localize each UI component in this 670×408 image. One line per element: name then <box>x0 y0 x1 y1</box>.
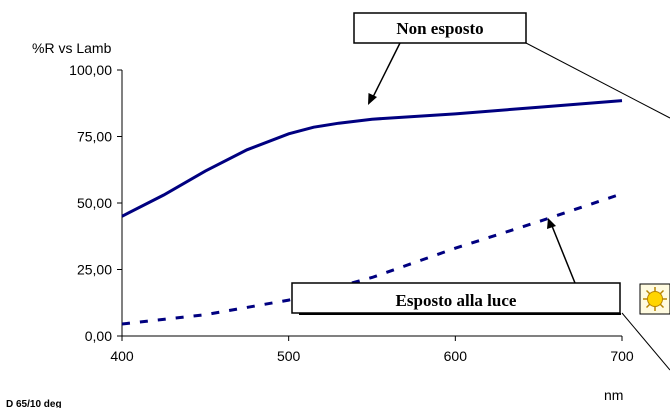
callout-arrowhead-non-esposto <box>368 93 377 105</box>
x-axis-title: nm <box>604 387 623 403</box>
callout-box-non-esposto <box>353 12 527 44</box>
callout-arrowhead-esposto <box>547 218 556 229</box>
callout-box-esposto <box>291 282 621 314</box>
y-tick-label: 50,00 <box>77 195 112 211</box>
x-tick-label: 600 <box>444 348 468 364</box>
callout-arrow-non-esposto <box>371 42 401 100</box>
x-tick-label: 700 <box>610 348 634 364</box>
y-tick-label: 0,00 <box>85 328 112 344</box>
y-tick-label: 100,00 <box>69 62 112 78</box>
axis-ticks <box>117 69 623 341</box>
sun-icon <box>639 283 670 315</box>
footnote: D 65/10 deg <box>6 399 62 408</box>
y-tick-label: 75,00 <box>77 129 112 145</box>
callout-label-non-esposto: Non esposto <box>396 19 483 38</box>
tick-labels: 0,00 25,00 50,00 75,00 100,00 400 500 600 700 <box>69 62 634 364</box>
callout-label-esposto: Esposto alla luce <box>396 291 517 310</box>
callout-arrow-esposto <box>551 225 576 284</box>
callout-box-esposto-shadow <box>299 313 621 315</box>
callout-non-esposto: Non esposto <box>353 12 670 119</box>
callout-esposto: Esposto alla luce <box>291 218 670 371</box>
y-axis-title: %R vs Lamb <box>32 40 112 56</box>
y-tick-label: 25,00 <box>77 262 112 278</box>
callout-leader-esposto <box>621 312 670 371</box>
x-tick-label: 400 <box>110 348 134 364</box>
callout-leader-non-esposto <box>525 42 670 119</box>
x-tick-label: 500 <box>277 348 301 364</box>
series-line-esposto <box>121 192 623 326</box>
series-line-non-esposto <box>121 99 623 218</box>
